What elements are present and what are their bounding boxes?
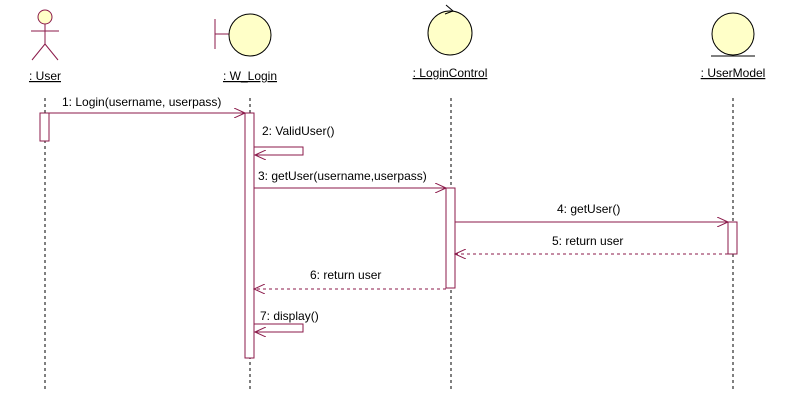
message-arrow [254, 146, 304, 155]
participant-user[interactable]: : User [29, 9, 61, 83]
message-label: 2: ValidUser() [262, 124, 334, 138]
control-icon [427, 4, 473, 56]
boundary-icon [214, 13, 272, 57]
activation-user [39, 112, 50, 142]
activation-user-model [727, 221, 738, 255]
activation-login-control [445, 187, 456, 289]
message-4[interactable]: 4: getUser() [455, 202, 728, 222]
message-3[interactable]: 3: getUser(username,userpass) [254, 169, 446, 188]
participant-label: : LoginControl [413, 66, 488, 80]
participant-login-control[interactable]: : LoginControl [413, 4, 488, 80]
participant-label: : UserModel [701, 66, 766, 80]
activation-w-login [244, 112, 255, 359]
message-5[interactable]: 5: return user [455, 234, 728, 254]
message-1[interactable]: 1: Login(username, userpass) [49, 95, 245, 113]
participant-w-login[interactable]: : W_Login [214, 13, 277, 83]
message-7[interactable]: 7: display() [254, 309, 319, 332]
message-label: 5: return user [552, 234, 623, 248]
participant-label: : W_Login [223, 69, 277, 83]
message-label: 3: getUser(username,userpass) [258, 169, 427, 183]
entity-icon [711, 12, 755, 57]
message-2[interactable]: 2: ValidUser() [254, 124, 334, 155]
participant-label: : User [29, 69, 61, 83]
message-label: 1: Login(username, userpass) [62, 95, 221, 109]
participant-user-model[interactable]: : UserModel [701, 12, 766, 80]
message-6[interactable]: 6: return user [254, 268, 446, 289]
actor-icon [31, 9, 59, 61]
message-arrow [254, 323, 304, 332]
message-label: 4: getUser() [557, 202, 620, 216]
message-label: 7: display() [260, 309, 319, 323]
message-label: 6: return user [310, 268, 381, 282]
